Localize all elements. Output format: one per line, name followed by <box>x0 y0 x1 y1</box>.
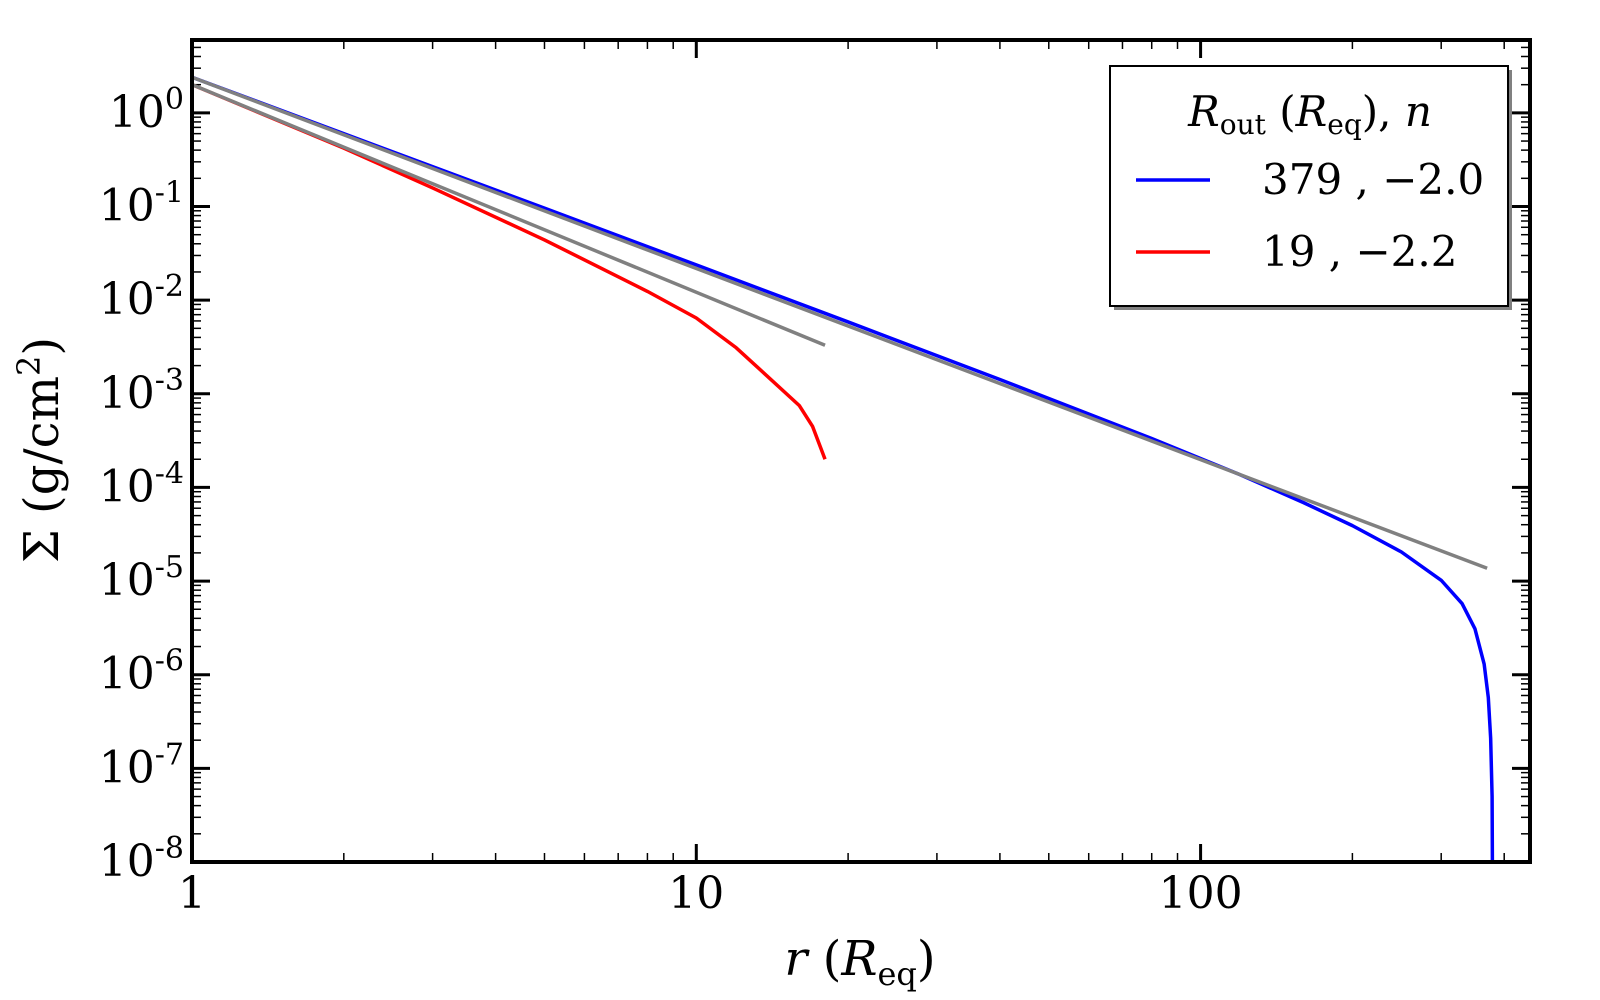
power-law-reference-line <box>191 83 826 347</box>
y-tick-label: 10-8 <box>99 831 184 887</box>
y-tick-label: 10-1 <box>99 176 184 232</box>
legend-entries: 379 , −2.0 19 , −2.2 <box>1136 155 1484 276</box>
series-line <box>191 75 1495 863</box>
legend-label: 379 , −2.0 <box>1262 155 1484 204</box>
series-line <box>191 83 827 460</box>
y-tick-label: 100 <box>109 82 184 138</box>
x-axis-title: r (Req) <box>784 931 935 993</box>
y-tick-label: 10-6 <box>99 644 184 700</box>
series-layer <box>191 75 1495 863</box>
plot-frame <box>190 38 1532 864</box>
x-tick-label: 10 <box>668 868 724 919</box>
x-tick-label: 100 <box>1159 868 1243 919</box>
x-tick-label: 1 <box>178 868 206 919</box>
legend-label: 19 , −2.2 <box>1262 227 1457 276</box>
legend: Rout (Req), n 379 , −2.0 19 , −2.2 <box>1109 65 1512 310</box>
y-tick-label: 10-5 <box>99 550 184 606</box>
y-tick-label: 10-7 <box>99 737 184 793</box>
legend-title: Rout (Req), n <box>1187 87 1432 141</box>
tick-labels: 1 10 100 100 10-1 10-2 10-3 10-4 10-5 10-6 10-7 10-… <box>99 82 1243 919</box>
legend-box <box>1109 65 1509 307</box>
y-tick-label: 10-3 <box>99 363 184 419</box>
power-law-reference-line <box>191 75 1488 570</box>
y-tick-label: 10-4 <box>99 456 184 512</box>
y-tick-label: 10-2 <box>99 269 184 325</box>
y-axis-title: Σ (g/cm2) <box>10 337 70 563</box>
